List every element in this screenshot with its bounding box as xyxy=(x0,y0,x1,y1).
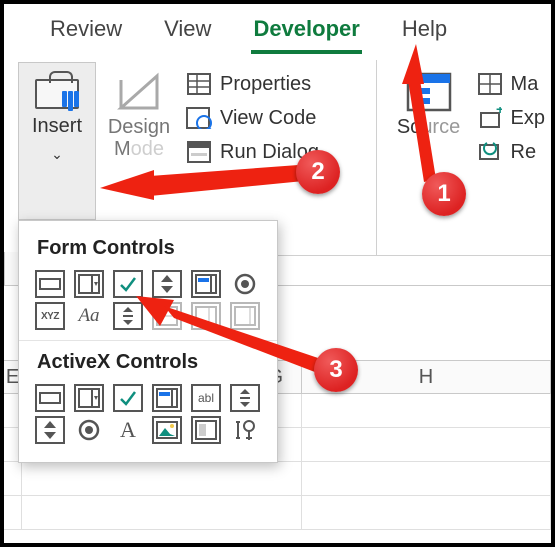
callout-badge-2: 2 xyxy=(296,150,340,194)
annotation-arrows xyxy=(4,4,555,547)
callout-badge-1: 1 xyxy=(422,172,466,216)
callout-badge-3: 3 xyxy=(314,348,358,392)
